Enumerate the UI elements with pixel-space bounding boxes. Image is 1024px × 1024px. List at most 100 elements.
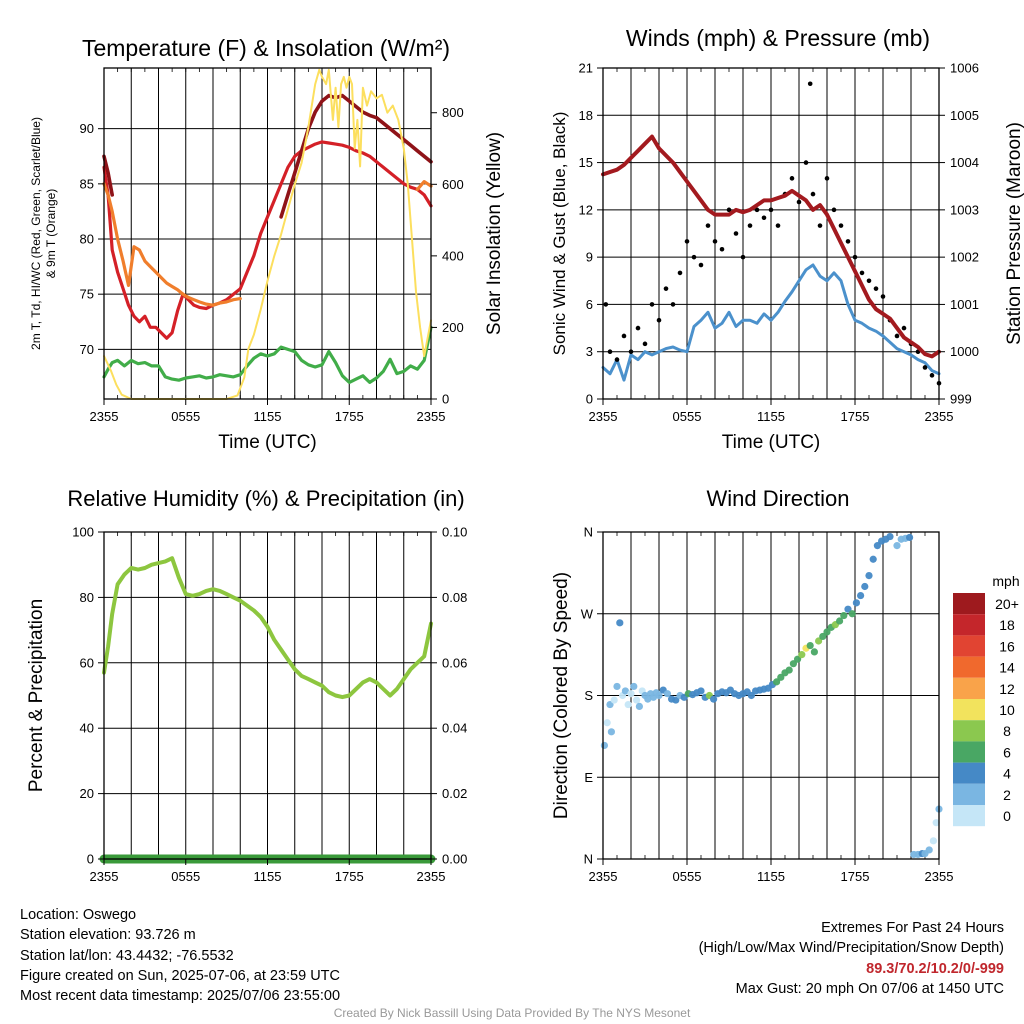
wind-gust-point bbox=[684, 239, 690, 244]
speed-legend-label: 18 bbox=[999, 617, 1015, 633]
rh-ytick-label: 60 bbox=[80, 655, 94, 670]
direction-point bbox=[836, 617, 844, 625]
wind-gust-point bbox=[824, 176, 830, 181]
direction-point bbox=[823, 628, 831, 636]
temp-xtick-label: 1155 bbox=[254, 409, 282, 424]
direction-point bbox=[603, 719, 611, 727]
wind-y2tick-label: 1006 bbox=[950, 61, 979, 76]
speed-legend-label: 12 bbox=[999, 681, 1015, 697]
elevation-text: Station elevation: 93.726 m bbox=[20, 927, 196, 944]
speed-legend-label: 6 bbox=[1003, 744, 1011, 760]
dir-ytick-label: N bbox=[584, 852, 593, 867]
temp-y2tick-label: 600 bbox=[442, 177, 464, 192]
recent-data-text: Most recent data timestamp: 2025/07/06 2… bbox=[20, 988, 341, 1005]
wind-gust-point bbox=[775, 223, 781, 228]
dir-ytick-label: N bbox=[584, 525, 593, 540]
speed-legend-swatch bbox=[953, 783, 985, 805]
direction-point bbox=[810, 648, 819, 656]
wind-gust-point bbox=[747, 223, 753, 228]
dir-title: Wind Direction bbox=[706, 486, 849, 511]
rh-ytick-label: 20 bbox=[80, 786, 94, 801]
location-text: Location: Oswego bbox=[20, 907, 137, 923]
wind-gust-point bbox=[831, 207, 837, 213]
wind-gust-point bbox=[768, 207, 774, 213]
direction-point bbox=[886, 532, 894, 541]
direction-point bbox=[655, 691, 663, 700]
wind-gust-point bbox=[845, 239, 851, 244]
wind-gust-point bbox=[754, 207, 760, 213]
direction-point bbox=[747, 691, 756, 700]
wind-xtick-label: 1155 bbox=[757, 409, 785, 424]
direction-point bbox=[644, 695, 652, 703]
temp-ytick-label: 80 bbox=[80, 232, 94, 247]
rh-y2tick-label: 0.00 bbox=[442, 852, 467, 867]
rh-ytick-label: 100 bbox=[72, 525, 94, 540]
wind-gust-point bbox=[929, 373, 935, 378]
extremes-info: Extremes For Past 24 Hours (High/Low/Max… bbox=[699, 918, 1004, 999]
created-text: Figure created on Sun, 2025-07-06, at 23… bbox=[20, 967, 340, 984]
temp-ytick-label: 85 bbox=[80, 176, 94, 191]
wind-gust-point bbox=[838, 223, 844, 228]
wind-ytick-label: 0 bbox=[586, 392, 593, 407]
direction-point bbox=[906, 533, 914, 542]
speed-legend-label: 0 bbox=[1003, 808, 1011, 824]
dir-ytick-label: W bbox=[581, 606, 594, 621]
wind-gust-point bbox=[810, 191, 816, 197]
direction-point bbox=[785, 666, 793, 674]
extremes-values: 89.3/70.2/10.2/0/-999 bbox=[866, 960, 1004, 977]
wind-gust-point bbox=[712, 239, 718, 244]
wind-xlabel: Time (UTC) bbox=[722, 432, 821, 453]
speed-legend-label: 10 bbox=[999, 702, 1015, 718]
rh-xtick-label: 2355 bbox=[90, 869, 119, 884]
temp-ytick-label: 75 bbox=[80, 287, 94, 302]
direction-point bbox=[630, 682, 638, 691]
wind-ytick-label: 15 bbox=[579, 155, 593, 170]
direction-point bbox=[806, 641, 814, 650]
speed-legend-label: 20+ bbox=[995, 596, 1019, 612]
wind-gust-point bbox=[733, 231, 739, 236]
speed-legend-swatch bbox=[953, 635, 985, 657]
speed-legend-swatch bbox=[953, 720, 985, 742]
wind-gust-point bbox=[859, 270, 865, 276]
wind-gust-point bbox=[691, 254, 697, 260]
direction-point bbox=[773, 678, 781, 686]
wind-gust-point bbox=[628, 349, 634, 355]
wind-series-line bbox=[601, 134, 941, 359]
wind-gust-point bbox=[866, 278, 872, 284]
max-gust-text: Max Gust: 20 mph On 07/06 at 1450 UTC bbox=[735, 980, 1004, 997]
direction-point bbox=[869, 555, 877, 563]
wind-y2tick-label: 1002 bbox=[950, 250, 979, 265]
rh-ytick-label: 0 bbox=[87, 852, 94, 867]
direction-point bbox=[873, 542, 882, 550]
direction-point bbox=[607, 728, 616, 736]
dir-xtick-label: 1155 bbox=[757, 869, 785, 884]
wind-ytick-label: 12 bbox=[579, 202, 593, 217]
wind-gust-point bbox=[705, 223, 711, 228]
wind-y2tick-label: 1001 bbox=[950, 297, 979, 312]
wind-y2tick-label: 1005 bbox=[950, 108, 979, 123]
speed-legend-title: mph bbox=[992, 573, 1019, 589]
wind-ytick-label: 6 bbox=[586, 297, 593, 312]
rh-y2tick-label: 0.10 bbox=[442, 525, 467, 540]
station-info: Location: Oswego Station elevation: 93.7… bbox=[20, 905, 340, 1006]
direction-point bbox=[840, 611, 848, 620]
direction-point bbox=[861, 582, 869, 591]
wind-ytick-label: 18 bbox=[579, 108, 593, 123]
rh-ytick-label: 40 bbox=[80, 721, 94, 736]
temp-title: Temperature (F) & Insolation (W/m²) bbox=[82, 35, 450, 61]
direction-point bbox=[865, 572, 873, 580]
wind-ytick-label: 3 bbox=[586, 344, 593, 359]
wind-gust-point bbox=[698, 262, 704, 268]
direction-point bbox=[635, 702, 644, 711]
direction-point bbox=[633, 696, 641, 704]
dir-xtick-label: 2355 bbox=[925, 869, 954, 884]
wind-gust-point bbox=[607, 349, 613, 355]
direction-point bbox=[929, 837, 938, 845]
rh-series-line bbox=[102, 556, 433, 700]
wind-gust-point bbox=[789, 176, 795, 181]
direction-point bbox=[794, 655, 802, 663]
temp-y2tick-label: 0 bbox=[442, 392, 449, 407]
temp-series-line bbox=[102, 182, 242, 307]
rh-y2tick-label: 0.02 bbox=[442, 786, 467, 801]
